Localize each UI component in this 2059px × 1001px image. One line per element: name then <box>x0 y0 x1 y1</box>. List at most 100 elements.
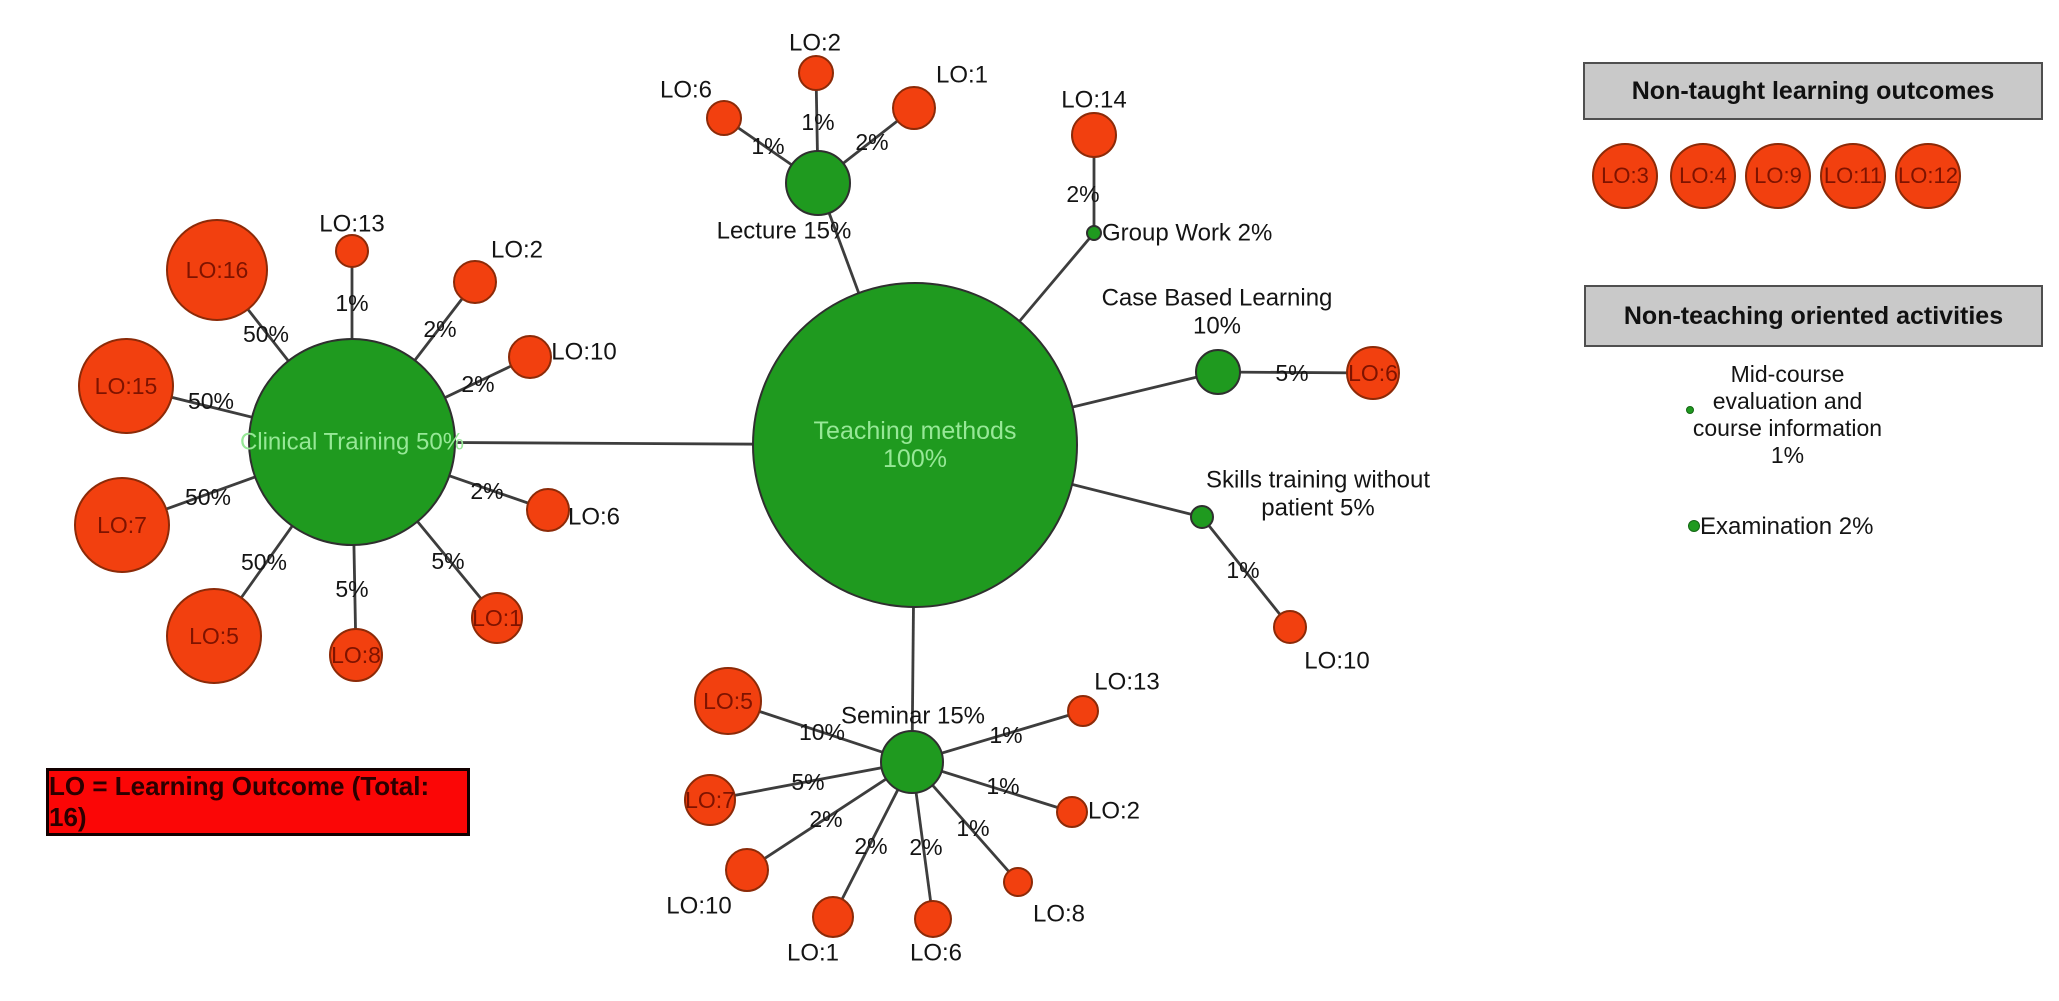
midcourse-line: evaluation and <box>1712 388 1863 414</box>
edge-label-seminar-lo5-sem: 10% <box>799 719 845 745</box>
node-label-lo10-sem-0: LO:10 <box>666 893 731 920</box>
node-lo10-sem <box>725 848 769 892</box>
edge-label-lecture-lo1-lec: 2% <box>855 129 888 155</box>
node-lo5 <box>166 588 262 684</box>
edge-label-seminar-lo13-sem: 1% <box>989 722 1022 748</box>
node-lo14 <box>1071 112 1117 158</box>
node-lo2-lec <box>798 55 834 91</box>
node-label-lo8-sem-0: LO:8 <box>1033 901 1085 928</box>
edge-label-lecture-lo2-lec: 1% <box>801 109 834 135</box>
node-label-lo15-0: LO:15 <box>95 373 158 399</box>
edge-label-clinical-lo15: 50% <box>188 388 234 414</box>
legend-box: LO = Learning Outcome (Total: 16) <box>46 768 470 836</box>
node-label-lo5-0: LO:5 <box>189 623 239 649</box>
non-taught-lo-circle: LO:11 <box>1820 143 1886 209</box>
non-taught-outcomes-title: Non-taught learning outcomes <box>1631 76 1995 105</box>
edge-label-clinical-lo10-ct: 2% <box>461 371 494 397</box>
node-label-seminar-0: Seminar 15% <box>841 703 985 730</box>
node-label-lo6-sem-0: LO:6 <box>910 940 962 967</box>
legend-text: LO = Learning Outcome (Total: 16) <box>49 771 430 832</box>
node-label-lo2-lec-0: LO:2 <box>789 30 841 57</box>
node-lo1-ct <box>471 592 523 644</box>
node-lo7-sem <box>684 774 736 826</box>
edge-seminar-lo10-sem <box>746 760 913 872</box>
edge-label-clinical-lo7: 50% <box>185 484 231 510</box>
node-label-lo2-sem-0: LO:2 <box>1088 798 1140 825</box>
node-teaching <box>752 282 1078 608</box>
node-lo1-sem <box>812 896 854 938</box>
node-label-casebased-0: Case Based Learning <box>1102 285 1333 312</box>
non-taught-lo-circle: LO:3 <box>1592 143 1658 209</box>
node-label-lo10-ct-0: LO:10 <box>551 339 616 366</box>
midcourse-evaluation-label: Mid-course evaluation and course informa… <box>1640 361 1935 469</box>
non-taught-outcomes-header: Non-taught learning outcomes <box>1583 62 2043 120</box>
node-label-lo1-sem-0: LO:1 <box>787 940 839 967</box>
node-lo16 <box>166 219 268 321</box>
node-skills <box>1190 505 1214 529</box>
edge-label-seminar-lo10-sem: 2% <box>809 806 842 832</box>
node-label-skills-1: patient 5% <box>1261 495 1374 522</box>
midcourse-line: Mid-course <box>1730 361 1845 387</box>
edge-label-clinical-lo5: 50% <box>241 549 287 575</box>
node-label-lo6-lec-0: LO:6 <box>660 77 712 104</box>
node-lo8-sem <box>1003 867 1033 897</box>
node-label-lo7-0: LO:7 <box>97 512 147 538</box>
node-lo2-sem <box>1056 796 1088 828</box>
node-groupwork <box>1086 225 1102 241</box>
node-lo5-sem <box>694 667 762 735</box>
node-label-lo13-ct-0: LO:13 <box>319 211 384 238</box>
node-lo10-ct <box>508 335 552 379</box>
edge-label-clinical-lo8: 5% <box>335 576 368 602</box>
node-lo6-sem <box>914 900 952 938</box>
node-label-lo2-ct-0: LO:2 <box>491 237 543 264</box>
edge-label-clinical-lo6-ct: 2% <box>470 478 503 504</box>
node-lo13-sem <box>1067 695 1099 727</box>
node-lecture <box>785 150 851 216</box>
node-label-lo10-sk-0: LO:10 <box>1304 648 1369 675</box>
edge-label-lo14-groupwork: 2% <box>1066 181 1099 207</box>
node-lo6-ct <box>526 488 570 532</box>
edge-label-lecture-lo6-lec: 1% <box>751 133 784 159</box>
non-teaching-activities-header: Non-teaching oriented activities <box>1584 285 2043 347</box>
node-seminar <box>880 730 944 794</box>
midcourse-line: course information <box>1692 415 1883 441</box>
node-label-teaching-1: 100% <box>883 445 947 473</box>
edge-label-clinical-lo16: 50% <box>243 321 289 347</box>
node-lo8 <box>329 628 383 682</box>
edge-label-seminar-lo6-sem: 2% <box>909 834 942 860</box>
node-label-lo1-ct-0: LO:1 <box>472 605 522 631</box>
edge-label-clinical-lo2-ct: 2% <box>423 316 456 342</box>
node-lo10-sk <box>1273 610 1307 644</box>
node-label-lo8-0: LO:8 <box>331 642 381 668</box>
node-label-groupwork-0: Group Work 2% <box>1102 220 1272 247</box>
edge-label-clinical-lo1-ct: 5% <box>431 548 464 574</box>
midcourse-line: 1% <box>1770 442 1805 468</box>
node-label-lo6-ct-0: LO:6 <box>568 504 620 531</box>
edge-skills-lo10-sk <box>1200 516 1292 628</box>
node-lo13-ct <box>335 234 369 268</box>
node-label-lo13-sem-0: LO:13 <box>1094 669 1159 696</box>
edge-label-seminar-lo8-sem: 1% <box>956 815 989 841</box>
node-lo2-ct <box>453 260 497 304</box>
edge-label-seminar-lo7-sem: 5% <box>791 769 824 795</box>
node-lo7 <box>74 477 170 573</box>
node-label-lecture-0: Lecture 15% <box>717 218 852 245</box>
node-label-lo14-0: LO:14 <box>1061 87 1126 114</box>
node-label-lo7-sem-0: LO:7 <box>685 787 735 813</box>
examination-dot-icon <box>1688 520 1700 532</box>
edge-label-seminar-lo1-sem: 2% <box>854 833 887 859</box>
node-lo6-lec <box>706 100 742 136</box>
node-label-clinical-0: Clinical Training 50% <box>240 429 464 456</box>
node-label-lo16-0: LO:16 <box>186 257 249 283</box>
node-label-teaching-0: Teaching methods <box>814 417 1017 445</box>
edge-label-casebased-lo6-cbl: 5% <box>1275 360 1308 386</box>
node-label-lo5-sem-0: LO:5 <box>703 688 753 714</box>
node-label-lo1-lec-0: LO:1 <box>936 62 988 89</box>
midcourse-dot-icon <box>1686 406 1694 414</box>
node-label-skills-0: Skills training without <box>1206 467 1430 494</box>
node-clinical <box>248 338 456 546</box>
node-casebased <box>1195 349 1241 395</box>
edge-label-seminar-lo2-sem: 1% <box>986 773 1019 799</box>
non-taught-lo-circle: LO:12 <box>1895 143 1961 209</box>
edge-label-clinical-lo13-ct: 1% <box>335 290 368 316</box>
